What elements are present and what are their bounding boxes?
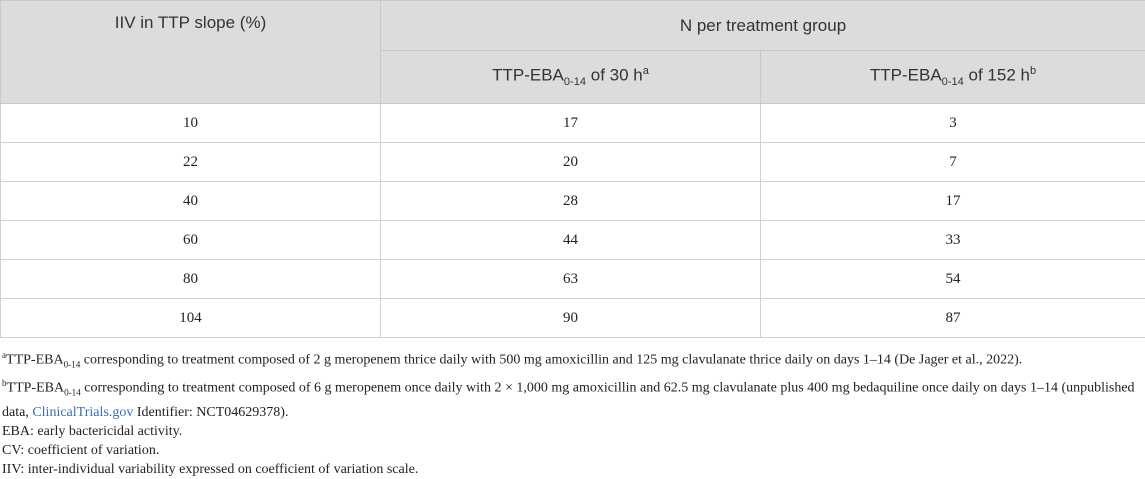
sub-header: TTP-EBA0-14 of 152 hb xyxy=(761,51,1145,104)
table-cell: 17 xyxy=(761,182,1145,221)
sub-header: TTP-EBA0-14 of 30 ha xyxy=(381,51,761,104)
subscript: 0-14 xyxy=(942,77,964,89)
table-cell: 33 xyxy=(761,221,1145,260)
link[interactable]: ClinicalTrials.gov xyxy=(32,405,133,420)
footnote: IIV: inter-individual variability expres… xyxy=(2,460,1137,479)
table-cell: 28 xyxy=(381,182,761,221)
footnote: bTTP-EBA0-14 corresponding to treatment … xyxy=(2,374,1137,421)
page: IIV in TTP slope (%) N per treatment gro… xyxy=(0,0,1145,455)
table-cell: 90 xyxy=(381,299,761,338)
table-cell: 63 xyxy=(381,260,761,299)
table-cell: 80 xyxy=(1,260,381,299)
footnotes: aTTP-EBA0-14 corresponding to treatment … xyxy=(0,338,1141,479)
footnote-text: Identifier: NCT04629378). xyxy=(133,405,288,420)
header-text: of 152 h xyxy=(964,66,1030,85)
footnote-text: TTP-EBA xyxy=(7,381,65,396)
table-cell: 20 xyxy=(381,143,761,182)
group-header: N per treatment group xyxy=(381,1,1145,51)
subscript: 0-14 xyxy=(64,388,81,398)
table-cell: 22 xyxy=(1,143,381,182)
header-cell: IIV in TTP slope (%) xyxy=(1,1,381,104)
footnote-text: TTP-EBA xyxy=(6,353,64,368)
table-cell: 7 xyxy=(761,143,1145,182)
footnote: aTTP-EBA0-14 corresponding to treatment … xyxy=(2,346,1137,374)
footnote-text: corresponding to treatment composed of 2… xyxy=(80,353,1022,368)
table-cell: 17 xyxy=(381,104,761,143)
table-cell: 3 xyxy=(761,104,1145,143)
table-cell: 54 xyxy=(761,260,1145,299)
header-text: TTP-EBA xyxy=(870,66,942,85)
table-cell: 87 xyxy=(761,299,1145,338)
footnote: EBA: early bactericidal activity. xyxy=(2,422,1137,441)
header-text: of 30 h xyxy=(586,66,643,85)
table-cell: 40 xyxy=(1,182,381,221)
table-cell: 10 xyxy=(1,104,381,143)
superscript: a xyxy=(643,65,649,77)
superscript: b xyxy=(1030,65,1036,77)
subscript: 0-14 xyxy=(564,77,586,89)
footnote: CV: coefficient of variation. xyxy=(2,441,1137,460)
header-text: TTP-EBA xyxy=(492,66,564,85)
table-cell: 60 xyxy=(1,221,381,260)
data-table: IIV in TTP slope (%) N per treatment gro… xyxy=(0,0,1145,338)
table-cell: 44 xyxy=(381,221,761,260)
table-cell: 104 xyxy=(1,299,381,338)
subscript: 0-14 xyxy=(64,359,81,369)
